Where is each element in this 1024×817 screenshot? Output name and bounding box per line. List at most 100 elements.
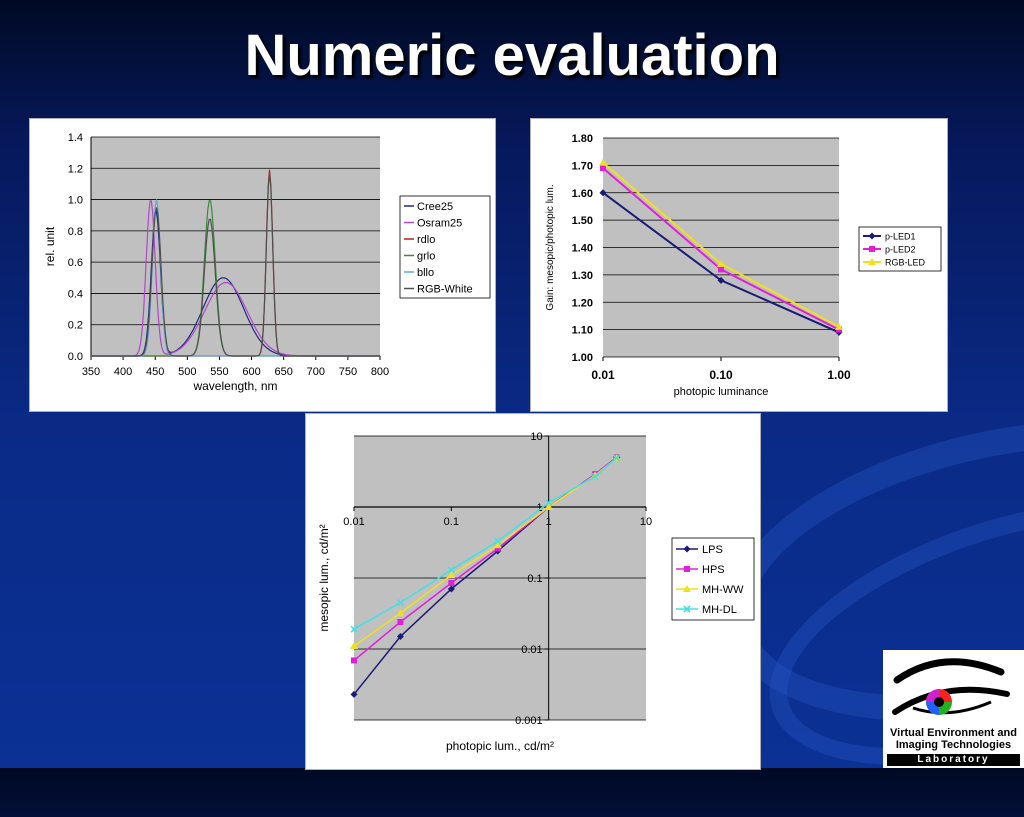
data-point [613,454,621,462]
x-tick-label: 550 [210,366,228,378]
logo-text-line1: Virtual Environment and [890,727,1017,739]
data-point [599,158,607,166]
y-tick-label: 1.40 [572,243,593,255]
x-axis-label: photopic luminance [674,386,769,398]
data-point [396,632,404,640]
y-tick-label: 1.4 [68,132,83,144]
y-tick-label: 1.30 [572,270,593,282]
x-tick-label: 800 [371,366,389,378]
data-point [350,690,358,698]
x-tick-label: 0.01 [591,368,615,382]
x-tick-label: 0.10 [709,368,733,382]
data-point [544,503,553,510]
x-tick-label: 400 [114,366,132,378]
legend-marker [683,545,691,553]
spectrum-chart: 0.0 0.2 0.4 0.6 0.8 1.0 1.2 1.4 350 400 450 500 550 6… [43,132,491,393]
data-point [717,259,725,267]
data-point [494,545,501,552]
data-point [599,189,607,197]
data-point [447,571,456,579]
legend-label: MH-WW [702,584,744,596]
data-point [591,471,600,479]
logo-text-line2: Imaging Technologies [895,739,1012,751]
x-tick-label: 0.01 [343,516,364,528]
y-tick-label: 0.001 [515,715,543,727]
legend-label: MH-DL [702,604,737,616]
y-tick-label: 0.1 [527,573,542,585]
data-point [448,580,455,587]
lab-logo: Virtual Environment and Imaging Technolo… [883,650,1024,768]
gain-chart: 1.00 1.10 1.20 1.30 1.40 1.50 1.60 1.70 1.80 0.01… [545,133,942,398]
legend-marker [684,566,690,572]
gain-chart-panel: 1.00 1.10 1.20 1.30 1.40 1.50 1.60 1.70 1.80 0.01… [530,118,948,412]
legend-label: Cree25 [417,201,453,213]
data-point [351,657,357,664]
legend-marker [868,232,876,240]
legend-label: RGB-White [417,284,473,296]
x-tick-label: 500 [178,366,196,378]
data-point [493,541,502,549]
data-point [545,499,553,507]
x-tick-label: 750 [339,366,357,378]
data-point [350,642,358,650]
data-point [350,625,358,633]
x-tick-label: 1 [546,516,552,528]
slide-title: Numeric evaluation [244,23,780,88]
spectrum-chart-panel: 0.0 0.2 0.4 0.6 0.8 1.0 1.2 1.4 350 400 450 500 550 6… [29,118,496,412]
data-point [396,609,405,617]
y-tick-label: 0.4 [68,288,83,300]
y-tick-label: 1.00 [572,352,593,364]
y-axis-label: Gain: mesopic/photopic lum. [545,184,556,310]
y-tick-label: 0.2 [68,320,83,332]
x-tick-label: 10 [640,516,652,528]
luminance-chart-panel: 0.001 0.01 0.1 1 10 0.01 0.1 1 10 photopic lum., … [305,413,761,770]
y-axis-label: rel. unit [43,226,57,266]
y-tick-label: 10 [530,431,542,443]
legend-label: HPS [702,564,725,576]
x-tick-label: 450 [146,366,164,378]
y-tick-label: 1.70 [572,160,593,172]
legend-marker [868,258,876,265]
plot-area [91,137,380,356]
legend-label: rdlo [417,234,435,246]
y-tick-label: 1 [537,502,543,514]
data-point [717,276,725,284]
y-tick-label: 1.0 [68,195,83,207]
x-tick-label: 350 [82,366,100,378]
data-point [397,619,404,626]
data-point [396,599,405,607]
data-point [835,322,843,330]
legend-label: LPS [702,544,723,556]
legend-box [399,195,491,299]
data-point [447,566,455,574]
legend-marker [683,585,691,592]
legend-label: p-LED1 [885,232,916,242]
x-tick-label: 1.00 [827,368,851,382]
legend-label: RGB-LED [885,258,926,268]
legend-label: bllo [417,267,434,279]
x-axis-label: photopic lum., cd/m² [446,739,554,753]
luminance-chart: 0.001 0.01 0.1 1 10 0.01 0.1 1 10 photopic lum., … [317,431,755,753]
data-point [591,472,599,480]
data-point [447,585,455,593]
legend-box [671,537,755,621]
data-point [494,537,502,545]
y-tick-label: 1.50 [572,215,593,227]
y-tick-label: 0.8 [68,226,83,238]
series-line [91,172,380,357]
legend-label: grlo [417,251,435,263]
legend-marker [683,605,691,613]
x-axis-label: wavelength, nm [192,379,277,393]
legend-label: Osram25 [417,218,462,230]
x-tick-label: 650 [274,366,292,378]
y-tick-label: 1.10 [572,325,593,337]
y-tick-label: 1.2 [68,163,83,175]
eye-logo-icon [892,658,1010,715]
logo-text-line3: Laboratory [887,754,1020,766]
x-tick-label: 700 [307,366,325,378]
y-tick-label: 0.6 [68,257,83,269]
y-tick-label: 1.20 [572,297,593,309]
data-point [600,165,606,172]
legend-marker [869,246,875,252]
y-tick-label: 0.01 [521,644,542,656]
